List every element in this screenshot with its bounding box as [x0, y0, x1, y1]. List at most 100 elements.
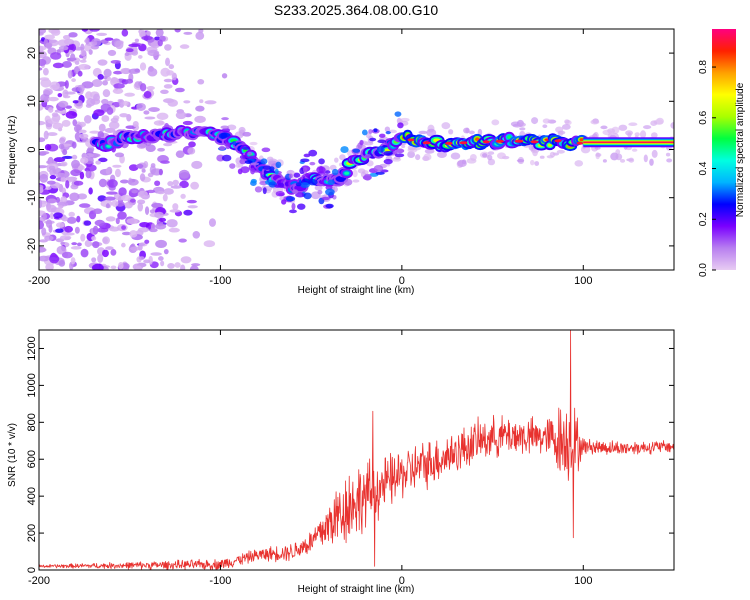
spectrogram-speckle — [178, 169, 190, 179]
spectrogram-y-tick-label: -10 — [26, 190, 38, 206]
spectrogram-speckle — [163, 248, 169, 255]
spectrogram-speckle — [163, 84, 173, 89]
spectrogram-speckle — [97, 195, 107, 202]
spectrogram-speckle — [167, 99, 179, 107]
spectrogram-speckle — [531, 117, 539, 125]
spectrogram-x-tick-label: 0 — [399, 275, 405, 287]
spectrogram-speckle — [564, 119, 570, 124]
spectrogram-speckle — [288, 173, 293, 179]
spectrogram-speckle — [46, 180, 56, 185]
spectrogram-speckle — [67, 70, 73, 79]
spectrogram-speckle — [44, 235, 54, 241]
spectrogram-speckle — [539, 155, 545, 159]
spectrogram-speckle — [261, 147, 271, 153]
spectrogram-speckle — [269, 166, 275, 172]
spectrogram-speckle — [163, 188, 174, 195]
spectrogram-speckle — [649, 158, 654, 166]
spectrogram-speckle — [199, 99, 204, 104]
spectrogram-speckle — [115, 40, 124, 50]
spectrogram-speckle — [651, 132, 658, 139]
spectrogram-ridge-core — [579, 138, 585, 142]
spectrogram-speckle — [43, 88, 53, 96]
spectrogram-speckle — [78, 133, 89, 139]
spectrogram-speckle — [303, 153, 311, 158]
spectrogram-speckle — [295, 182, 302, 187]
spectrogram-speckle — [65, 232, 75, 236]
spectrogram-speckle — [93, 109, 105, 117]
spectrogram-x-ticks: -200 -100 0 100 — [28, 29, 592, 287]
spectrogram-speckle — [81, 81, 94, 89]
spectrogram-speckle — [482, 153, 488, 158]
spectrogram-speckle — [158, 168, 163, 176]
spectrogram-speckle — [127, 178, 139, 186]
spectrogram-speckle — [487, 151, 495, 155]
spectrogram-speckle — [80, 157, 89, 164]
spectrogram-speckle — [170, 185, 182, 189]
spectrogram-speckle — [61, 119, 71, 127]
spectrogram-speckle — [146, 30, 151, 36]
spectrogram-speckle — [62, 95, 71, 99]
spectrogram-speckle — [49, 168, 57, 176]
spectrogram-speckle — [97, 131, 105, 139]
spectrogram-speckle — [465, 127, 470, 134]
spectrogram-speckle — [89, 29, 101, 32]
spectrogram-speckle — [42, 213, 48, 220]
spectrogram-speckle — [364, 154, 371, 159]
spectrogram-speckle — [70, 257, 76, 265]
spectrogram-speckle — [44, 34, 55, 40]
spectrogram-speckle — [91, 257, 97, 263]
spectrogram-speckle — [69, 192, 80, 202]
spectrogram-speckle — [74, 132, 82, 141]
spectrogram-speckle — [195, 31, 205, 40]
snr-x-ticks: -200 -100 0 100 — [28, 330, 592, 587]
spectrogram-speckle — [68, 211, 75, 218]
snr-panel: -200 -100 0 100 0 200 400 600 800 1000 1200 Heigh… — [7, 329, 675, 595]
spectrogram-speckle — [49, 212, 54, 220]
spectrogram-speckle — [300, 158, 310, 163]
spectrogram-y-tick-label: 0 — [26, 146, 38, 152]
spectrogram-speckle — [137, 227, 150, 233]
spectrogram-speckle — [95, 160, 102, 165]
spectrogram-speckle — [469, 154, 477, 161]
spectrogram-speckle — [281, 199, 287, 205]
spectrogram-speckle — [113, 83, 125, 89]
spectrogram-speckle — [45, 42, 53, 49]
spectrogram-speckle — [74, 226, 80, 234]
spectrogram-speckle — [79, 59, 87, 63]
colorbar-ticks: 0.0 0.2 0.4 0.6 0.8 — [698, 60, 716, 277]
spectrogram-speckle — [157, 147, 165, 152]
spectrogram-speckle — [561, 124, 571, 130]
spectrogram-speckle — [216, 154, 225, 162]
colorbar-label: Normalized spectral amplitude — [735, 82, 746, 217]
spectrogram-speckle — [121, 29, 129, 37]
spectrogram-speckle — [144, 116, 156, 120]
spectrogram-ridge-peak — [530, 140, 539, 144]
spectrogram-speckle — [119, 113, 129, 118]
spectrogram-speckle — [418, 130, 428, 135]
spectrogram-speckle — [189, 265, 199, 270]
spectrogram-speckle — [129, 230, 138, 238]
spectrogram-speckle — [249, 141, 258, 146]
spectrogram-speckle — [407, 150, 416, 159]
spectrogram-speckle — [334, 157, 339, 163]
spectrogram-speckle — [60, 176, 66, 183]
spectrogram-speckle — [66, 216, 77, 224]
spectrogram-speckle — [183, 100, 191, 104]
spectrogram-speckle — [115, 217, 120, 225]
spectrogram-speckle — [497, 152, 506, 160]
spectrogram-speckle — [44, 144, 52, 151]
spectrogram-speckle — [375, 171, 385, 175]
spectrogram-speckle — [643, 125, 652, 130]
snr-x-tick-label: 100 — [574, 575, 592, 587]
spectrogram-speckle — [108, 121, 120, 130]
spectrogram-speckle — [274, 184, 281, 188]
spectrogram-speckle — [190, 181, 200, 190]
spectrogram-speckle — [73, 180, 84, 186]
spectrogram-speckle — [167, 181, 174, 187]
spectrogram-speckle — [98, 157, 108, 163]
spectrogram-speckle — [74, 61, 80, 65]
spectrogram-speckle — [436, 151, 447, 158]
spectrogram-speckle — [86, 98, 96, 107]
spectrogram-speckle — [331, 168, 339, 176]
spectrogram-speckle — [175, 150, 185, 158]
